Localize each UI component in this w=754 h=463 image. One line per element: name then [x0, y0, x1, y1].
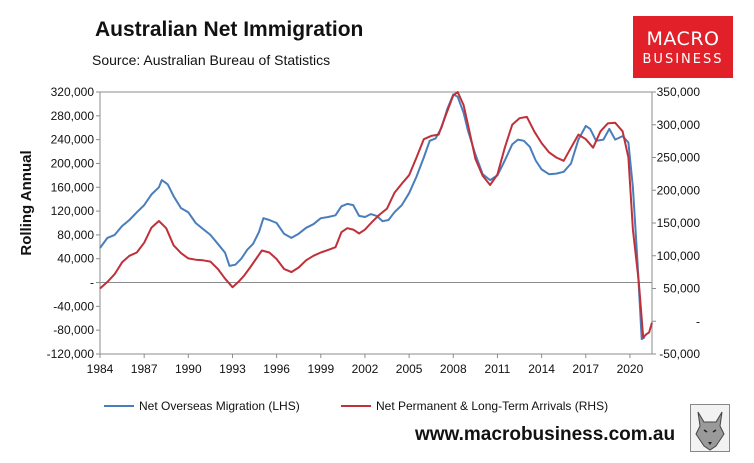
- y-tick-label-left: 240,000: [51, 133, 95, 147]
- series-line-net-permanent-long-term-arrivals: [99, 91, 653, 339]
- y-tick-label-right: -50,000: [659, 347, 700, 361]
- page-title: Australian Net Immigration: [95, 18, 364, 41]
- x-tick-label: 2014: [528, 362, 555, 376]
- y-tick-label-left: 320,000: [51, 85, 95, 99]
- y-tick-label-left: 280,000: [51, 109, 95, 123]
- y-tick-label-left: -40,000: [53, 299, 94, 313]
- x-tick-label: 2017: [572, 362, 599, 376]
- y-tick-label-left: 80,000: [57, 228, 94, 242]
- y-tick-label-right: -: [696, 314, 700, 328]
- y-tick-label-right: 150,000: [657, 216, 701, 230]
- x-tick-label: 1990: [175, 362, 202, 376]
- y-tick-label-left: 40,000: [57, 252, 94, 266]
- y-tick-label-right: 50,000: [663, 282, 700, 296]
- logo-line-2: BUSINESS: [642, 52, 724, 67]
- y-axis-label: Rolling Annual: [18, 150, 35, 255]
- legend-label-red: Net Permanent & Long-Term Arrivals (RHS): [376, 399, 608, 413]
- x-tick-label: 2008: [440, 362, 467, 376]
- y-tick-label-right: 350,000: [657, 85, 701, 99]
- legend: Net Overseas Migration (LHS) Net Permane…: [104, 399, 608, 413]
- x-tick-label: 1984: [87, 362, 114, 376]
- y-tick-label-left: -: [90, 276, 94, 290]
- y-tick-label-left: 120,000: [51, 204, 95, 218]
- y-tick-label-right: 300,000: [657, 118, 701, 132]
- legend-label-blue: Net Overseas Migration (LHS): [139, 399, 300, 413]
- source-note: Source: Australian Bureau of Statistics: [92, 52, 331, 68]
- y-tick-label-left: -120,000: [47, 347, 95, 361]
- y-tick-label-left: -80,000: [53, 323, 94, 337]
- x-tick-label: 2020: [617, 362, 644, 376]
- x-tick-label: 2011: [485, 362, 511, 376]
- x-tick-label: 1999: [307, 362, 334, 376]
- macrobusiness-logo: MACRO BUSINESS: [633, 16, 733, 78]
- y-tick-label-left: 160,000: [51, 180, 95, 194]
- x-tick-label: 2002: [352, 362, 379, 376]
- logo-line-1: MACRO: [646, 28, 720, 50]
- y-tick-label-left: 200,000: [51, 156, 95, 170]
- y-tick-label-right: 100,000: [657, 249, 701, 263]
- fox-logo-icon: [690, 404, 730, 452]
- x-tick-label: 1996: [263, 362, 290, 376]
- series-line-net-overseas-migration: [99, 93, 646, 341]
- y-tick-label-right: 200,000: [657, 183, 701, 197]
- x-tick-label: 1993: [219, 362, 246, 376]
- website-url: www.macrobusiness.com.au: [415, 424, 676, 445]
- y-tick-label-right: 250,000: [657, 151, 701, 165]
- x-tick-label: 1987: [131, 362, 158, 376]
- x-tick-label: 2005: [396, 362, 423, 376]
- plot-area: [99, 91, 653, 355]
